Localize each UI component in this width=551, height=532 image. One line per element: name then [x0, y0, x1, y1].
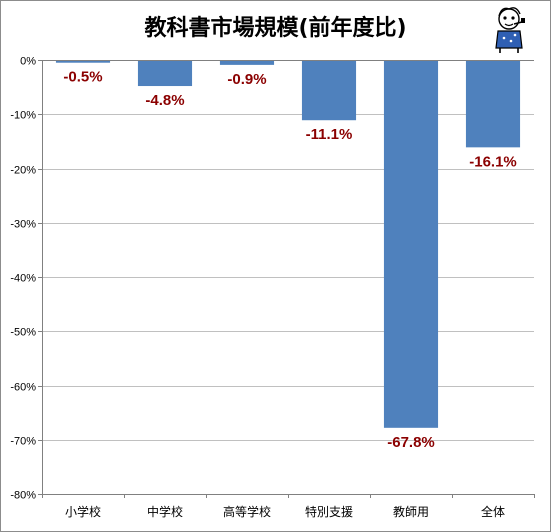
y-tick-label: -80%: [10, 490, 36, 502]
data-label: -67.8%: [387, 434, 435, 451]
category-label: 中学校: [147, 504, 183, 519]
data-labels: -0.5% -4.8% -0.9% -11.1% -67.8% -16.1%: [63, 69, 516, 451]
y-tick-label: -30%: [10, 219, 36, 231]
y-tick-label: -40%: [10, 273, 36, 285]
bar: [137, 60, 193, 87]
category-label: 小学校: [65, 504, 101, 519]
bars: [55, 60, 521, 428]
y-tick-label: -10%: [10, 110, 36, 122]
axes: [38, 60, 535, 498]
bar: [219, 60, 275, 65]
category-label: 教師用: [393, 504, 429, 519]
gridlines: [42, 114, 534, 441]
y-tick-labels: 0% -10% -20% -30% -40% -50% -60% -70% -80%: [10, 56, 36, 502]
y-tick-label: -60%: [10, 382, 36, 394]
mascot-cartoon-icon: [495, 7, 525, 53]
data-label: -4.8%: [145, 92, 184, 109]
category-label: 特別支援: [305, 504, 353, 519]
bar: [55, 60, 111, 63]
chart-title: 教科書市場規模(前年度比): [144, 16, 407, 41]
category-labels: 小学校 中学校 高等学校 特別支援 教師用 全体: [65, 504, 505, 519]
y-tick-label: -20%: [10, 165, 36, 177]
category-label: 高等学校: [223, 504, 271, 519]
y-tick-label: 0%: [20, 56, 36, 68]
category-label: 全体: [481, 504, 505, 519]
data-label: -0.9%: [227, 71, 266, 88]
bar: [383, 60, 439, 428]
bar: [465, 60, 521, 148]
y-tick-label: -50%: [10, 327, 36, 339]
bar: [301, 60, 357, 121]
y-tick-label: -70%: [10, 436, 36, 448]
data-label: -0.5%: [63, 69, 102, 86]
data-label: -11.1%: [306, 126, 353, 143]
data-label: -16.1%: [469, 153, 517, 170]
